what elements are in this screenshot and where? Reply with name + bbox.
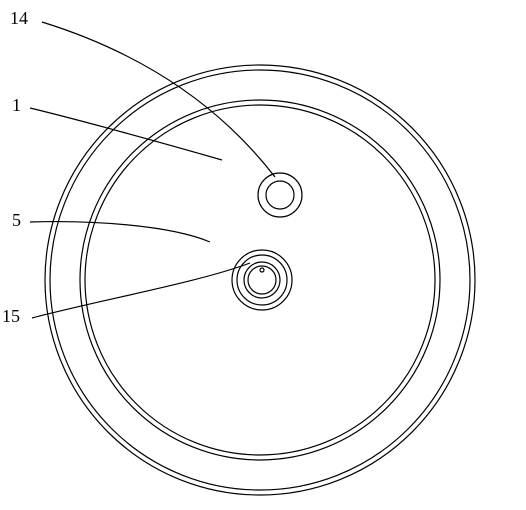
center-feature-ring-0 [232,250,292,310]
upper-feature-inner [266,181,294,209]
center-feature-ring-3 [248,266,276,294]
upper-feature-outer [258,173,302,217]
label-14: 14 [10,8,28,29]
label-15: 15 [2,306,20,327]
label-1: 1 [12,95,21,116]
technical-diagram [0,0,526,510]
label-5: 5 [12,210,21,231]
center-feature-dot [260,268,264,272]
leader-1 [30,108,222,160]
outer-ring-1 [45,65,475,495]
inner-ring-2 [85,105,435,455]
inner-ring-1 [80,100,440,460]
center-feature-ring-2 [244,262,280,298]
outer-ring-2 [50,70,470,490]
leader-15 [32,263,250,318]
leader-14 [42,22,275,177]
